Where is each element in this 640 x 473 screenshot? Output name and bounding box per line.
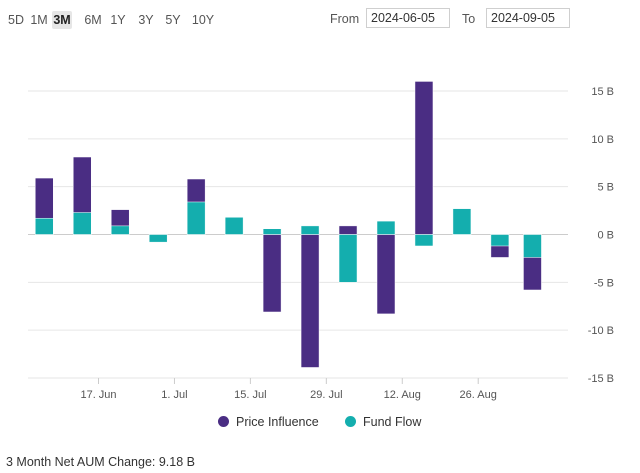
range-button-3m[interactable]: 3M: [52, 11, 72, 29]
range-toolbar: 5D 1M 3M 6M 1Y 3Y 5Y 10Y From To: [0, 0, 640, 36]
x-tick-label: 29. Jul: [310, 389, 342, 401]
fund-flow-bar: [148, 234, 168, 243]
fund-flow-bar: [224, 217, 244, 235]
price-influence-bar: [300, 234, 320, 368]
y-tick-label: 0 B: [597, 230, 614, 242]
range-button-10y[interactable]: 10Y: [191, 13, 215, 27]
y-tick-label: 5 B: [597, 182, 614, 194]
x-tick-label: 15. Jul: [234, 389, 266, 401]
price-influence-bar: [376, 234, 396, 315]
legend-item-fund-flow[interactable]: Fund Flow: [345, 415, 421, 429]
fund-flow-bar: [490, 234, 510, 247]
legend-item-price-influence[interactable]: Price Influence: [218, 415, 319, 429]
y-tick-label: -10 B: [588, 325, 614, 337]
range-button-3y[interactable]: 3Y: [138, 13, 154, 27]
legend-label: Price Influence: [236, 415, 319, 429]
fund-flow-bar: [452, 208, 472, 235]
range-button-5d[interactable]: 5D: [8, 13, 24, 27]
to-date-input[interactable]: [486, 8, 570, 28]
y-tick-label: -5 B: [594, 277, 614, 289]
y-tick-label: 10 B: [591, 134, 614, 146]
fund-flow-bar: [376, 220, 396, 235]
x-tick-label: 17. Jun: [80, 389, 116, 401]
bars: [35, 81, 542, 368]
legend-label: Fund Flow: [363, 415, 422, 429]
axis-labels: -15 B -10 B -5 B 0 B 5 B 10 B 15 B 17. Jun 1. Ju…: [80, 86, 614, 401]
fund-flow-bar: [186, 201, 206, 235]
price-influence-bar: [338, 225, 358, 235]
aum-change-chart: -15 B -10 B -5 B 0 B 5 B 10 B 15 B 17. Jun 1. Ju…: [28, 81, 614, 401]
price-influence-marker: [218, 416, 229, 427]
legend: Price Influence Fund Flow: [0, 415, 640, 435]
range-button-6m[interactable]: 6M: [84, 13, 102, 27]
net-aum-change: 3 Month Net AUM Change: 9.18 B: [6, 455, 195, 469]
fund-flow-marker: [345, 416, 356, 427]
fund-flow-bar: [35, 217, 54, 235]
price-influence-bar: [414, 81, 434, 235]
from-date-input[interactable]: [366, 8, 450, 28]
fund-flow-bar: [338, 234, 358, 283]
range-button-1y[interactable]: 1Y: [110, 13, 126, 27]
fund-flow-bar: [523, 234, 542, 258]
price-influence-bar: [262, 234, 282, 313]
grid-lines: [28, 90, 568, 379]
fund-flow-bar: [110, 225, 130, 235]
from-label: From: [330, 12, 360, 26]
y-tick-label: -15 B: [588, 373, 614, 385]
to-label: To: [462, 12, 476, 26]
y-tick-label: 15 B: [591, 86, 614, 98]
fund-flow-bar: [414, 234, 434, 247]
fund-flow-bar: [262, 228, 282, 235]
fund-flow-bar: [300, 225, 320, 235]
x-tick-label: 1. Jul: [161, 389, 187, 401]
range-button-1m[interactable]: 1M: [30, 13, 48, 27]
range-button-5y[interactable]: 5Y: [165, 13, 181, 27]
x-tick-label: 26. Aug: [460, 389, 497, 401]
x-tick-label: 12. Aug: [384, 389, 421, 401]
fund-flow-bar: [72, 212, 92, 235]
